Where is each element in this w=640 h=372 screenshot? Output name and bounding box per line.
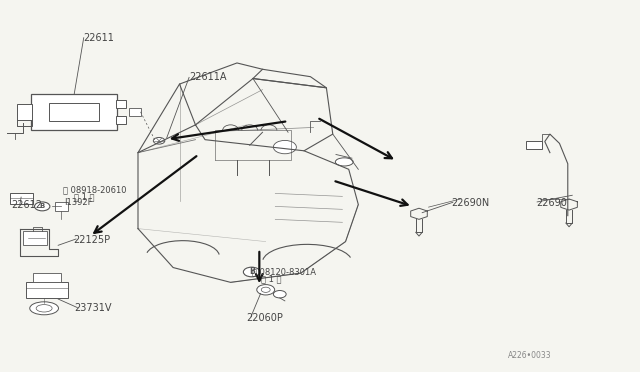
Bar: [10, 193, 33, 204]
Circle shape: [35, 202, 50, 211]
Text: Ⓑ 08120-8301A: Ⓑ 08120-8301A: [252, 267, 316, 276]
Circle shape: [261, 287, 270, 292]
Text: B: B: [40, 203, 45, 209]
Bar: [17, 105, 32, 120]
Circle shape: [257, 285, 275, 295]
Circle shape: [273, 291, 286, 298]
Circle shape: [273, 140, 296, 154]
Bar: [26, 282, 68, 298]
Ellipse shape: [29, 302, 58, 315]
Bar: [33, 273, 61, 282]
Text: 22125P: 22125P: [73, 235, 110, 245]
Bar: [49, 103, 99, 121]
Text: 22690: 22690: [536, 198, 567, 208]
Bar: [116, 116, 126, 124]
Bar: [23, 231, 47, 245]
Text: A226•0033: A226•0033: [508, 351, 552, 360]
Text: 〈 1 〉: 〈 1 〉: [261, 274, 282, 283]
Text: 〈 1 〉: 〈 1 〉: [74, 192, 95, 201]
Bar: [55, 202, 68, 211]
Bar: [129, 108, 141, 116]
FancyBboxPatch shape: [31, 93, 117, 130]
Text: I1392F: I1392F: [65, 198, 93, 207]
Text: 23731V: 23731V: [74, 303, 111, 313]
Bar: [116, 100, 126, 108]
Text: 22612: 22612: [11, 200, 42, 210]
Bar: [525, 141, 541, 149]
Circle shape: [243, 267, 260, 277]
Ellipse shape: [36, 305, 52, 312]
Text: 22611A: 22611A: [189, 72, 227, 82]
Text: B: B: [249, 267, 255, 276]
Text: 22060P: 22060P: [246, 312, 284, 323]
Ellipse shape: [335, 158, 353, 166]
Text: 22611: 22611: [84, 33, 115, 43]
Circle shape: [154, 137, 165, 144]
Text: Ⓑ 08918-20610: Ⓑ 08918-20610: [63, 185, 127, 194]
Text: 22690N: 22690N: [451, 198, 489, 208]
